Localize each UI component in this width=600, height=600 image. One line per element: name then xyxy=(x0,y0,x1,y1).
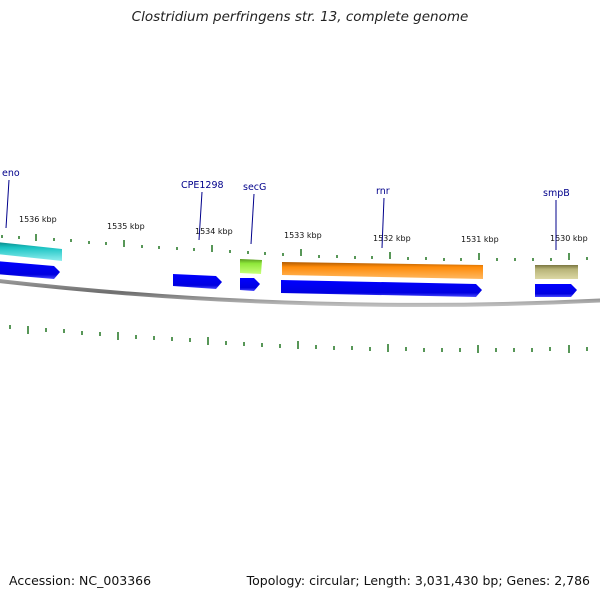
tick-label-1535: 1535 kbp xyxy=(107,222,145,231)
tick-labels: 1536 kbp 1535 kbp 1534 kbp 1533 kbp 1532… xyxy=(19,215,588,244)
gene-label-rnr[interactable]: rnr xyxy=(376,186,390,197)
gene-labels: eno CPE1298 secG rnr smpB xyxy=(2,168,570,199)
leader-line-eno xyxy=(5,179,10,229)
cds-arrow[interactable] xyxy=(281,280,482,297)
tick-label-1530: 1530 kbp xyxy=(550,234,588,243)
gene-label-leaders xyxy=(5,179,557,250)
cds-arrow[interactable] xyxy=(535,284,577,297)
tick-label-1533: 1533 kbp xyxy=(284,231,322,240)
gene-label-secG[interactable]: secG xyxy=(243,182,266,193)
gene-label-eno[interactable]: eno xyxy=(2,168,20,179)
tick-label-1534: 1534 kbp xyxy=(195,227,233,236)
upper-tick-row xyxy=(1,234,588,261)
gene-label-smpB[interactable]: smpB xyxy=(543,188,570,199)
tick-label-1531: 1531 kbp xyxy=(461,235,499,244)
lower-tick-row xyxy=(9,325,588,353)
feature-eno[interactable] xyxy=(0,242,62,261)
tick-label-1532: 1532 kbp xyxy=(373,234,411,243)
cds-arrow[interactable] xyxy=(0,261,60,279)
feature-smpB[interactable] xyxy=(535,265,578,279)
tick-label-1536: 1536 kbp xyxy=(19,215,57,224)
leader-line-secG xyxy=(250,193,255,245)
feature-ring xyxy=(0,242,578,279)
genome-backbone xyxy=(0,279,600,307)
gene-label-CPE1298[interactable]: CPE1298 xyxy=(181,180,224,191)
feature-secG[interactable] xyxy=(240,259,262,274)
accession-info: Accession: NC_003366 xyxy=(9,573,151,588)
leader-line-CPE1298 xyxy=(198,191,203,241)
cds-arrow[interactable] xyxy=(240,278,260,291)
cds-arrow[interactable] xyxy=(173,274,222,289)
feature-rnr[interactable] xyxy=(282,262,483,279)
topology-info: Topology: circular; Length: 3,031,430 bp… xyxy=(246,573,590,588)
page-title: Clostridium perfringens str. 13, complet… xyxy=(131,9,469,25)
cds-ring xyxy=(0,261,577,297)
leader-line-rnr xyxy=(381,197,385,249)
accession-label: Accession: xyxy=(9,573,76,588)
accession-number: NC_003366 xyxy=(79,573,152,588)
